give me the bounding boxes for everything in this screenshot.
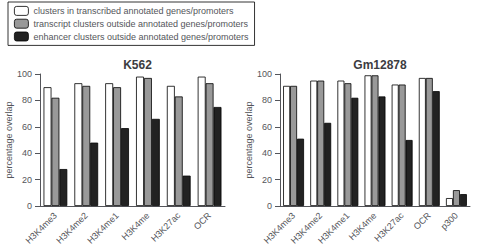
svg-text:H3K4me3: H3K4me3 [24, 210, 59, 245]
svg-text:clusters in transcribed annota: clusters in transcribed annotated genes/… [33, 6, 234, 16]
svg-text:0: 0 [27, 201, 32, 211]
svg-text:40: 40 [262, 148, 272, 158]
svg-text:H3K4me1: H3K4me1 [316, 210, 351, 245]
svg-text:H3K4me2: H3K4me2 [288, 210, 325, 246]
svg-text:20: 20 [22, 175, 32, 185]
svg-text:percentage overlap: percentage overlap [244, 101, 254, 178]
svg-text:H3K27ac: H3K27ac [372, 210, 406, 244]
svg-text:H3K4me1: H3K4me1 [85, 210, 120, 245]
svg-text:20: 20 [262, 175, 272, 185]
svg-text:80: 80 [262, 95, 272, 105]
svg-text:H3K4me3: H3K4me3 [261, 210, 298, 246]
svg-text:OCR: OCR [412, 210, 434, 232]
svg-text:60: 60 [22, 122, 32, 132]
svg-text:100: 100 [17, 69, 32, 79]
svg-text:enhancer clusters outside anno: enhancer clusters outside annotated gene… [33, 32, 249, 42]
svg-text:H3K4me: H3K4me [120, 210, 152, 242]
svg-text:80: 80 [22, 95, 32, 105]
svg-text:transcript clusters outside an: transcript clusters outside annotated ge… [33, 19, 248, 29]
svg-text:100: 100 [257, 69, 272, 79]
svg-text:Gm12878: Gm12878 [353, 58, 407, 72]
svg-text:K562: K562 [123, 58, 152, 72]
svg-text:0: 0 [267, 201, 272, 211]
svg-text:H3K27ac: H3K27ac [149, 210, 183, 244]
svg-text:H3K4me2: H3K4me2 [54, 210, 89, 245]
svg-text:percentage overlap: percentage overlap [4, 101, 14, 178]
svg-text:p300: p300 [439, 210, 460, 231]
svg-text:OCR: OCR [192, 210, 214, 232]
svg-text:H3K4me: H3K4me [346, 210, 379, 243]
svg-text:40: 40 [22, 148, 32, 158]
svg-text:60: 60 [262, 122, 272, 132]
